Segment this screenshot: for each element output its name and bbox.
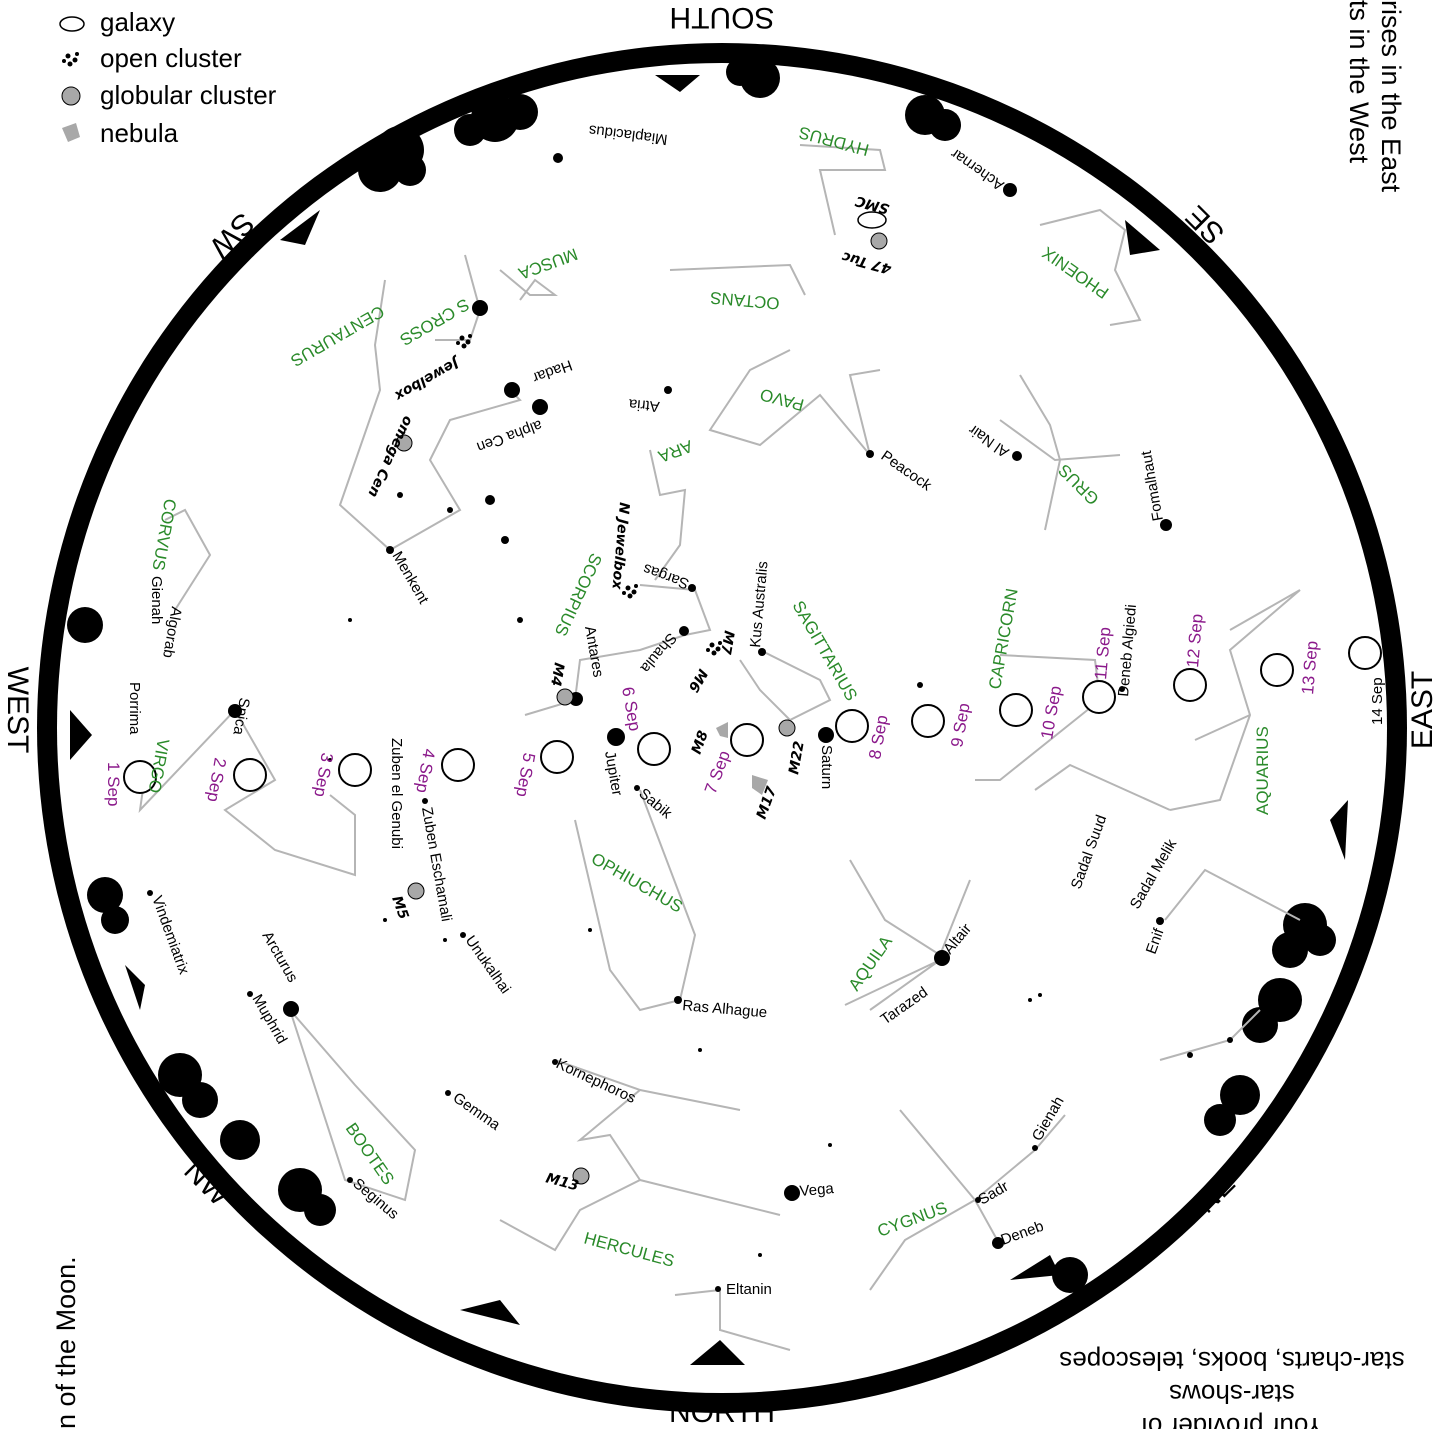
star-eltanin: Eltanin <box>726 1281 772 1298</box>
note-rises-east: rises in the East <box>1376 0 1406 193</box>
obj-m8: M8 <box>689 728 712 756</box>
moon-14sep: 14 Sep <box>1369 677 1386 725</box>
obj-m4: M4 <box>547 661 567 687</box>
obj-m22: M22 <box>786 740 808 776</box>
con-aquarius: AQUARIUS <box>1253 726 1272 815</box>
moon-1sep: 1 Sep <box>104 762 123 806</box>
open-cluster-legend-icon <box>62 52 79 67</box>
dir-east: EAST <box>1406 671 1439 749</box>
note-sets-west: ts in the West <box>1344 0 1374 164</box>
moon-13sep: 13 Sep <box>1298 640 1322 695</box>
star-porrima: Porrima <box>126 682 143 735</box>
legend-globular-cluster: globular cluster <box>100 80 277 110</box>
smc-galaxy-icon <box>857 211 887 229</box>
omega-cen-globular-icon <box>395 434 413 452</box>
nebula-legend-icon <box>62 123 80 142</box>
m5-globular-icon <box>407 882 425 900</box>
star-vega: Vega <box>799 1180 835 1200</box>
dir-south: SOUTH <box>670 1 775 34</box>
legend-open-cluster: open cluster <box>100 43 242 73</box>
horizon-trees <box>67 58 1348 1365</box>
legend-nebula: nebula <box>100 118 179 148</box>
deep-sky-objects <box>395 211 888 1185</box>
star-spica: Spica <box>229 696 252 737</box>
obj-n-jewelbox: N Jewelbox <box>608 502 632 591</box>
m22-globular-icon <box>778 719 796 737</box>
star-atria: Atria <box>627 395 660 415</box>
note-moon: n of the Moon. <box>51 1256 81 1429</box>
m4-globular-icon <box>556 688 574 706</box>
constellation-lines <box>138 144 1301 1351</box>
obj-m7: M7 <box>717 629 737 655</box>
note-provider-1: star-charts, books, telescopes <box>1059 1346 1404 1376</box>
legend: galaxy open cluster globular cluster neb… <box>59 7 277 148</box>
margin-notes: rises in the East ts in the West n of th… <box>51 0 1406 1429</box>
m13-globular-icon <box>572 1167 590 1185</box>
m6-cluster-icon <box>706 641 722 656</box>
planet-saturn: Saturn <box>818 745 835 789</box>
m8-nebula-icon <box>716 722 728 738</box>
dir-north: NORTH <box>669 1396 775 1429</box>
moon-positions <box>123 636 1382 794</box>
jewelbox-cluster-icon <box>456 334 472 349</box>
tuc47-globular-icon <box>870 232 888 250</box>
moon-12sep: 12 Sep <box>1183 613 1207 668</box>
m17-nebula-icon <box>752 775 768 795</box>
dir-west: WEST <box>1 667 34 754</box>
note-provider-2: star-shows <box>1169 1379 1295 1409</box>
globular-cluster-legend-icon <box>61 86 81 106</box>
note-provider-3: Your provider of <box>1140 1412 1323 1429</box>
galaxy-legend-icon <box>59 16 85 32</box>
n-jewelbox-cluster-icon <box>622 584 638 599</box>
obj-m5: M5 <box>388 894 411 922</box>
star-zuben-el-genubi: Zuben el Genubi <box>388 738 405 849</box>
moon-11sep: 11 Sep <box>1091 626 1115 680</box>
stars <box>147 153 1233 1292</box>
star-gienah-crv: Gienah <box>148 576 165 624</box>
legend-galaxy: galaxy <box>100 7 175 37</box>
